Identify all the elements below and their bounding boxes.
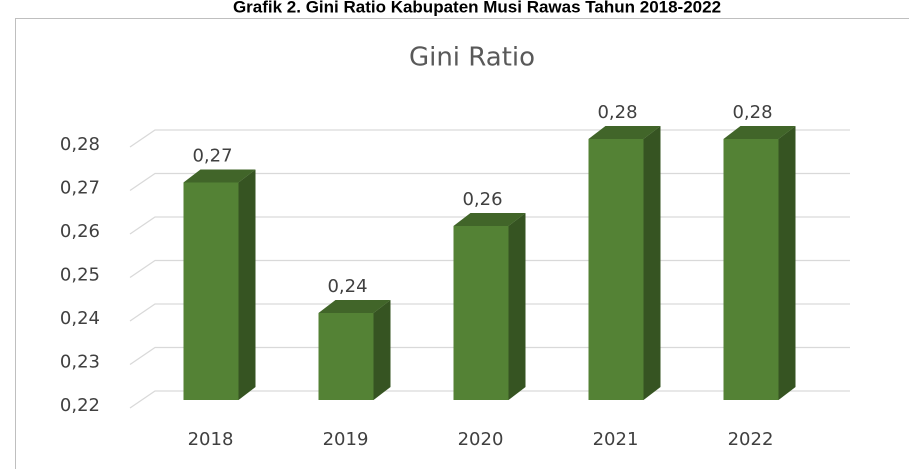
y-tick-label: 0,23 [60,352,100,373]
x-tick-label: 2020 [458,429,504,450]
bar-side-shade [778,126,796,400]
bar-side [778,126,796,400]
bar [183,182,239,400]
bar-top-shade [453,213,526,226]
data-label: 0,28 [732,102,772,123]
y-tick-label: 0,28 [60,134,100,155]
data-label: 0,24 [327,276,367,297]
y-tick-label: 0,24 [60,308,100,329]
bar-side [643,126,661,400]
bar [318,313,374,400]
bar-top [723,126,796,139]
bar [723,139,779,400]
bar-side-shade [238,169,256,400]
bar [453,226,509,400]
bar-top-shade [723,126,796,139]
x-tick-label: 2022 [728,429,774,450]
bar-top [453,213,526,226]
x-tick-label: 2019 [323,429,369,450]
data-label: 0,26 [462,189,502,210]
bar-side-shade [373,300,391,400]
bar [588,139,644,400]
bar-top [183,169,256,183]
chart-title: Gini Ratio [409,43,535,73]
bar-side-shade [508,213,526,400]
bar-top-shade [318,300,391,313]
data-label: 0,28 [597,102,637,123]
bar-top [588,126,661,139]
y-tick-label: 0,27 [60,178,100,199]
x-tick-label: 2018 [188,429,234,450]
y-tick-label: 0,22 [60,395,100,416]
bar-top-shade [183,169,256,183]
bar-top [318,300,391,313]
bar-top-shade [588,126,661,139]
bar-side [508,213,526,400]
y-tick-label: 0,26 [60,221,100,242]
page-heading: Grafik 2. Gini Ratio Kabupaten Musi Rawa… [233,0,721,16]
bar-side-shade [643,126,661,400]
bar-side [373,300,391,400]
bar-side [238,169,256,400]
x-tick-label: 2021 [593,429,639,450]
data-label: 0,27 [192,146,232,167]
chart-border [15,18,909,469]
y-tick-label: 0,25 [60,265,100,286]
